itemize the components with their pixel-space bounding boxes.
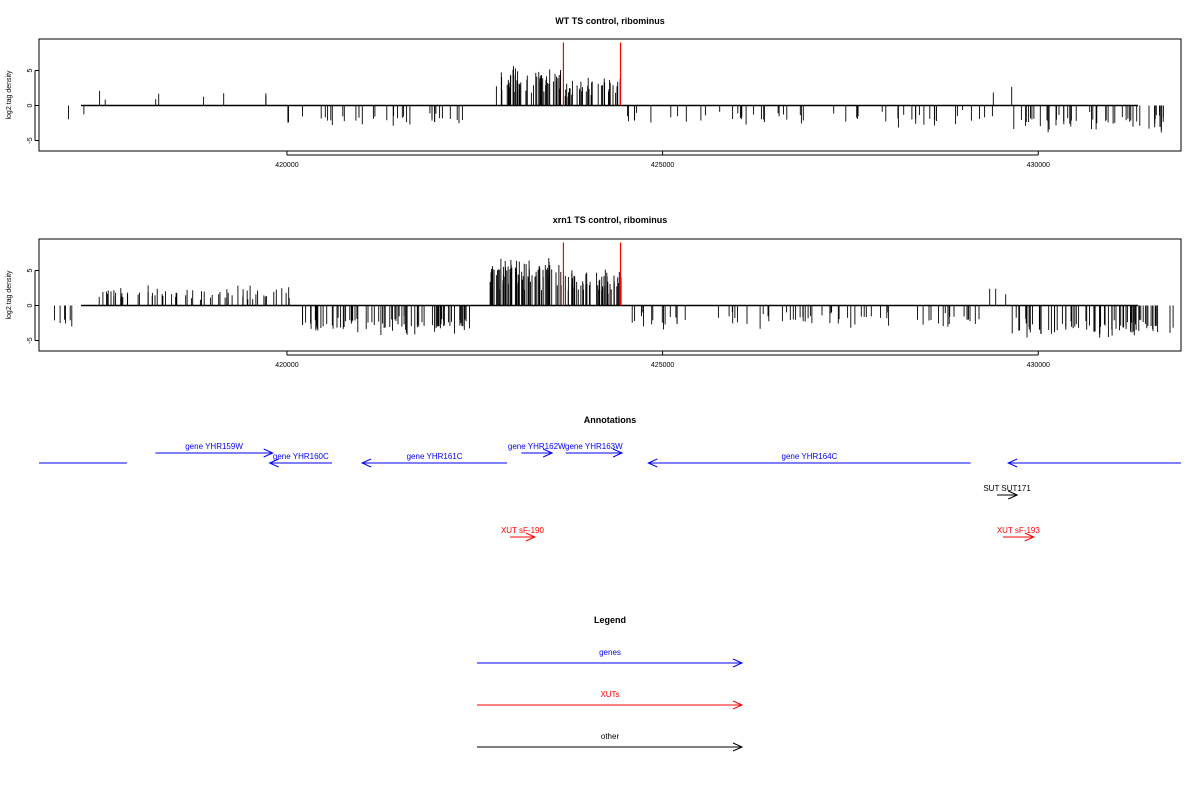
- xrn1-axes: -5 0 5 420000 425000 430000: [27, 268, 1050, 369]
- xrn1-panel-title: xrn1 TS control, ribominus: [553, 215, 668, 225]
- feature-label: SUT SUT171: [983, 484, 1031, 493]
- xrn1-coverage-panel: xrn1 TS control, ribominus log2 tag dens…: [6, 215, 1182, 369]
- feature-arrowhead: [360, 458, 372, 468]
- legend-label: genes: [599, 648, 621, 657]
- y-tick-label: 5: [27, 68, 34, 72]
- legend-label: other: [601, 732, 620, 741]
- wt-y-axis-label: log2 tag density: [6, 70, 13, 120]
- feature-arrowhead: [612, 448, 624, 458]
- y-tick-label: -5: [27, 137, 34, 143]
- y-tick-label: 0: [27, 303, 34, 307]
- feature-arrowhead: [1006, 458, 1018, 468]
- legend-items: genes XUTs other: [477, 648, 744, 752]
- legend: Legend genes XUTs other: [477, 615, 744, 752]
- wt-axes: -5 0 5 420000 425000 430000: [27, 68, 1050, 169]
- y-tick-label: 0: [27, 103, 34, 107]
- y-tick-label: 5: [27, 268, 34, 272]
- legend-arrowhead: [732, 700, 744, 710]
- annotation-features: gene YHR159W gene YHR160C gene YHR161C gene…: [39, 442, 1181, 542]
- feature-label: gene YHR164C: [782, 452, 838, 461]
- legend-arrowhead: [732, 658, 744, 668]
- x-tick-label: 420000: [275, 362, 298, 369]
- xrn1-plot-frame: [38, 238, 1182, 352]
- feature-label: gene YHR162W: [508, 442, 566, 451]
- legend-label: XUTs: [600, 690, 619, 699]
- annotations-title: Annotations: [584, 415, 637, 425]
- legend-title: Legend: [594, 615, 626, 625]
- x-tick-label: 430000: [1027, 362, 1050, 369]
- wt-coverage-panel: WT TS control, ribominus log2 tag densit…: [6, 16, 1182, 169]
- feature-arrowhead: [1024, 532, 1035, 542]
- x-tick-label: 430000: [1027, 162, 1050, 169]
- wt-plot-frame: [38, 38, 1182, 152]
- feature-arrowhead: [263, 448, 274, 458]
- wt-coverage-bars: [68, 42, 1164, 133]
- feature-label: XUT sF-193: [997, 526, 1041, 535]
- feature-label: gene YHR163W: [565, 442, 623, 451]
- feature-label: XUT sF-190: [501, 526, 545, 535]
- feature-arrowhead: [268, 458, 279, 468]
- feature-label: gene YHR159W: [185, 442, 243, 451]
- feature-arrowhead: [1008, 490, 1019, 500]
- feature-arrowhead: [525, 532, 537, 542]
- x-tick-label: 425000: [651, 362, 674, 369]
- y-tick-label: -5: [27, 337, 34, 343]
- feature-label: gene YHR160C: [273, 452, 329, 461]
- legend-arrowhead: [732, 742, 744, 752]
- feature-label: gene YHR161C: [407, 452, 463, 461]
- xrn1-y-axis-label: log2 tag density: [6, 270, 13, 320]
- x-tick-label: 420000: [275, 162, 298, 169]
- feature-arrowhead: [542, 448, 554, 458]
- xrn1-coverage-bars: [54, 242, 1174, 338]
- feature-arrowhead: [647, 458, 658, 468]
- wt-panel-title: WT TS control, ribominus: [555, 16, 665, 26]
- x-tick-label: 425000: [651, 162, 674, 169]
